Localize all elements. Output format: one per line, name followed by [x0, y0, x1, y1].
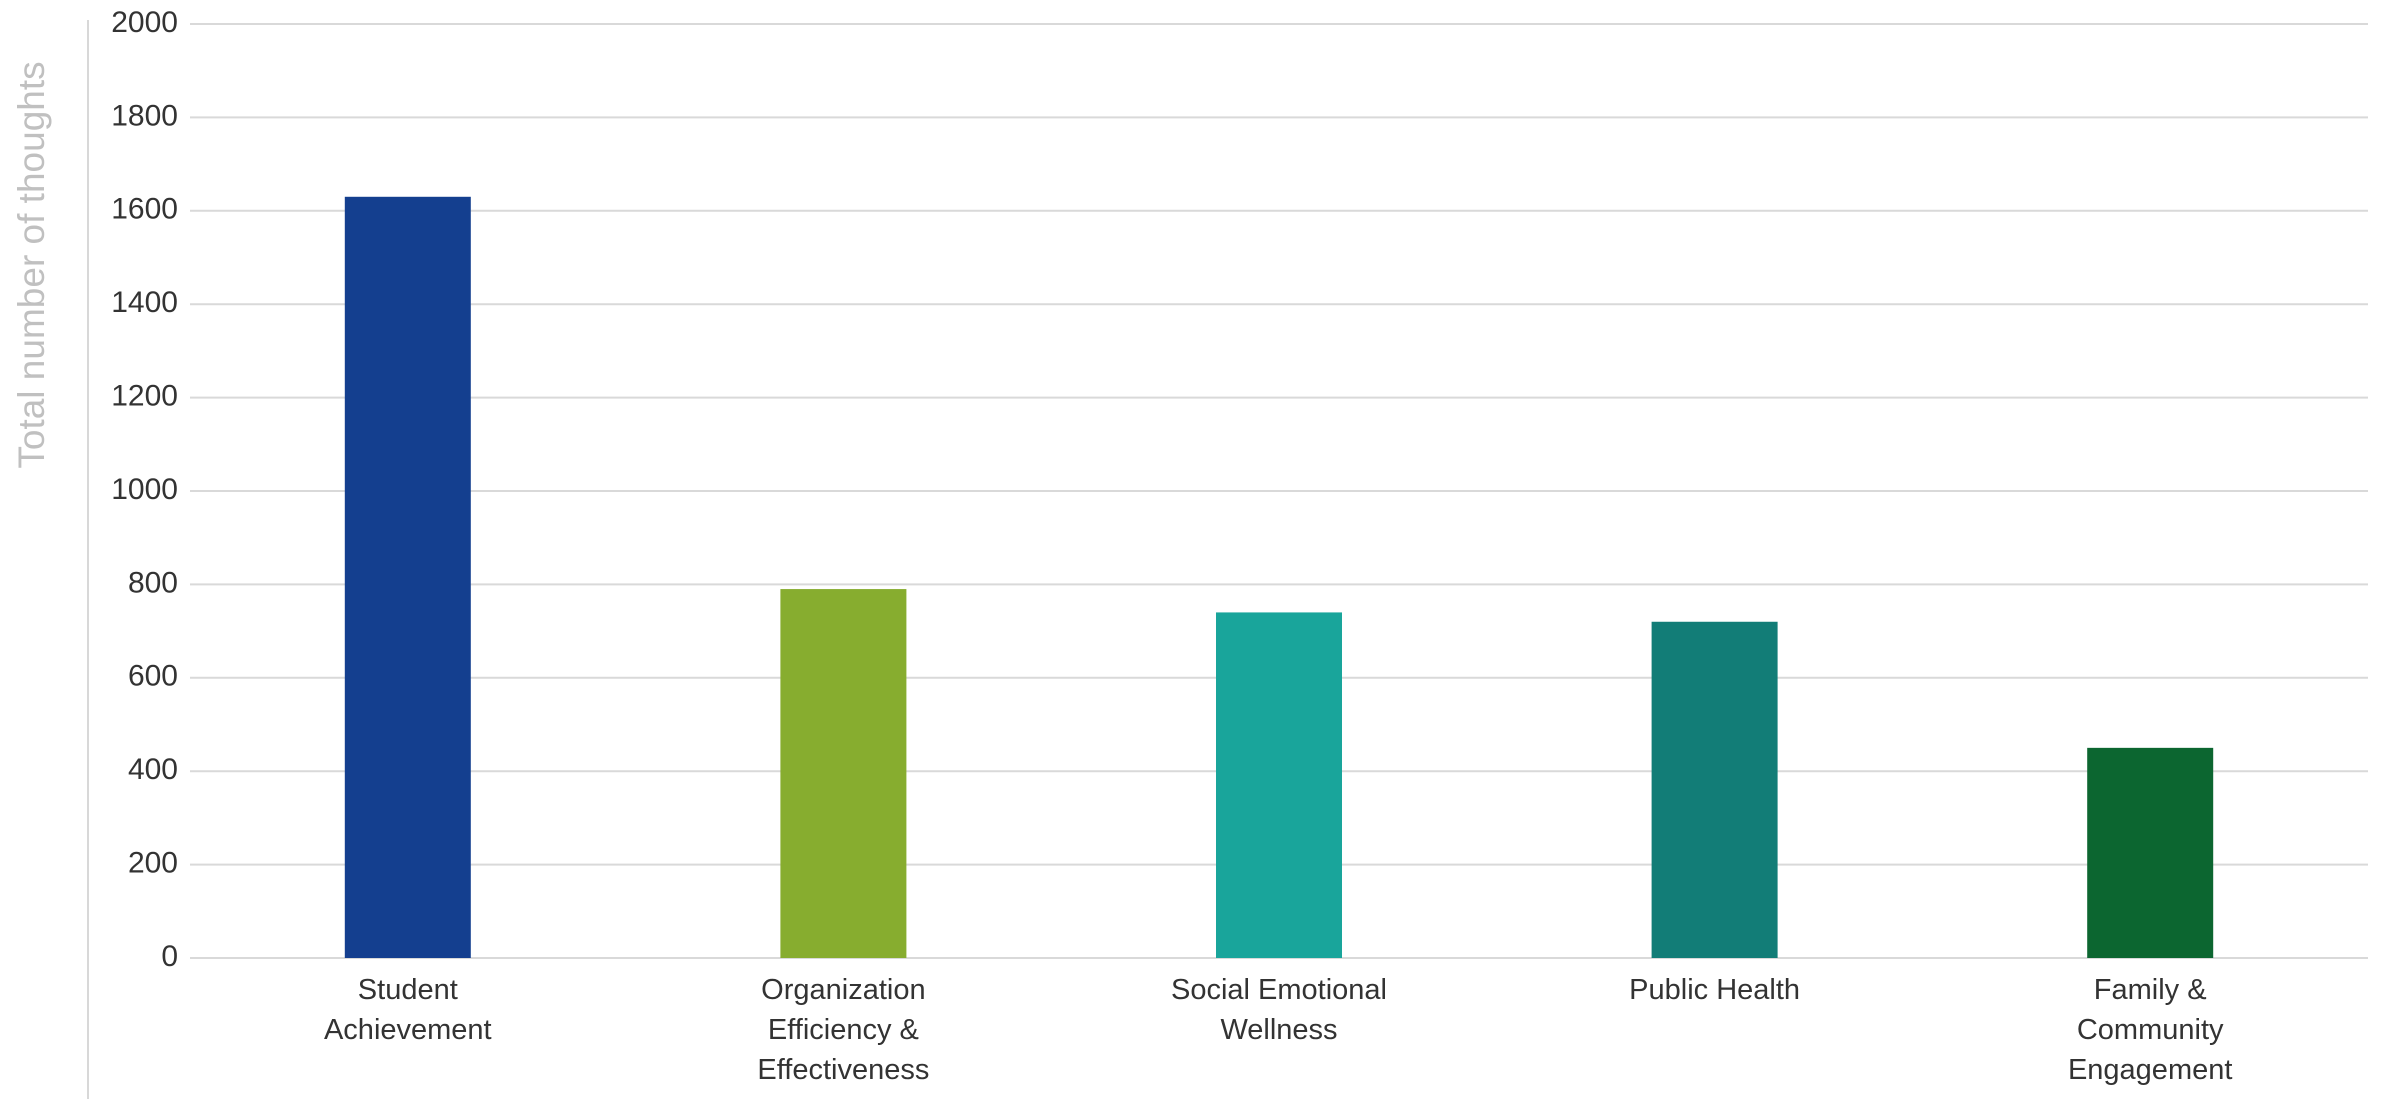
x-tick-label: Family & Community Engagement [2067, 974, 2233, 1086]
y-tick-label: 800 [128, 566, 178, 599]
y-tick-label: 2000 [111, 6, 178, 39]
x-tick-label: Public Health [1629, 974, 1801, 1006]
y-axis-title: Total number of thoughts [11, 61, 52, 468]
y-tick-label: 400 [128, 753, 178, 786]
y-tick-label: 1000 [111, 473, 178, 506]
x-tick-label: Organization Efficiency & Effectiveness [757, 974, 930, 1086]
y-tick-label: 0 [161, 940, 178, 973]
bar [780, 589, 907, 958]
x-tick-label: Student Achievement [323, 974, 492, 1046]
y-tick-label: 1800 [111, 99, 178, 132]
x-tick-label: Social Emotional Wellness [1171, 974, 1387, 1046]
bar [2087, 747, 2214, 958]
y-tick-label: 1400 [111, 286, 178, 319]
bar [344, 196, 471, 959]
bar [1216, 612, 1342, 958]
y-tick-label: 200 [128, 847, 178, 880]
y-tick-label: 600 [128, 660, 178, 693]
bar [1651, 621, 1778, 958]
y-tick-label: 1200 [111, 380, 178, 413]
y-tick-label: 1600 [111, 193, 178, 226]
